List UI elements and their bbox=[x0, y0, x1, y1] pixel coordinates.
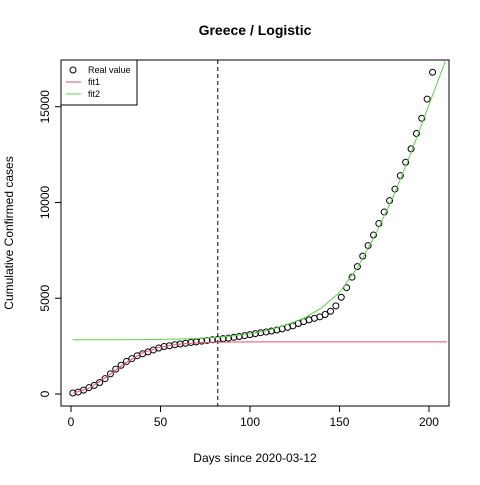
data-point bbox=[262, 328, 270, 336]
plot-area bbox=[69, 60, 447, 406]
legend-label: fit2 bbox=[88, 89, 100, 99]
data-point bbox=[96, 379, 104, 387]
data-point bbox=[241, 332, 249, 340]
plot-frame bbox=[60, 59, 450, 407]
x-tick-label: 150 bbox=[329, 415, 349, 429]
y-tick-label: 15000 bbox=[38, 90, 52, 124]
data-point bbox=[412, 130, 420, 138]
data-point bbox=[423, 95, 431, 103]
fit-line bbox=[72, 60, 447, 341]
chart-title: Greece / Logistic bbox=[199, 22, 312, 38]
x-axis-label: Days since 2020-03-12 bbox=[193, 451, 317, 465]
data-point bbox=[332, 302, 340, 310]
data-point bbox=[69, 389, 77, 397]
data-point bbox=[128, 355, 136, 363]
y-tick-label: 0 bbox=[38, 390, 52, 397]
legend-label: Real value bbox=[88, 65, 131, 75]
legend-label: fit1 bbox=[88, 77, 100, 87]
data-point bbox=[106, 370, 114, 378]
x-tick-label: 0 bbox=[68, 415, 75, 429]
data-point bbox=[117, 361, 125, 369]
data-point bbox=[359, 252, 367, 260]
legend-symbol bbox=[69, 66, 77, 74]
fit-line bbox=[72, 341, 447, 394]
data-point bbox=[235, 333, 243, 341]
data-point bbox=[123, 357, 131, 365]
x-tick-label: 100 bbox=[240, 415, 260, 429]
x-tick-label: 50 bbox=[154, 415, 168, 429]
data-point bbox=[429, 68, 437, 76]
data-point bbox=[101, 375, 109, 383]
data-point bbox=[112, 365, 120, 373]
data-point bbox=[246, 331, 254, 339]
y-axis-label: Cumulative Confirmed cases bbox=[2, 156, 16, 309]
data-point bbox=[90, 381, 98, 389]
data-point bbox=[267, 327, 275, 335]
data-point bbox=[203, 336, 211, 344]
data-point bbox=[327, 307, 335, 315]
y-tick-label: 5000 bbox=[38, 285, 52, 312]
data-point bbox=[418, 114, 426, 122]
data-point bbox=[348, 273, 356, 281]
data-point bbox=[321, 311, 329, 319]
x-tick-label: 200 bbox=[419, 415, 439, 429]
data-point bbox=[353, 263, 361, 271]
data-point bbox=[230, 333, 238, 341]
data-point bbox=[187, 338, 195, 346]
y-tick-label: 10000 bbox=[38, 185, 52, 219]
data-point bbox=[337, 293, 345, 301]
data-point bbox=[225, 334, 233, 342]
data-point bbox=[343, 284, 351, 292]
